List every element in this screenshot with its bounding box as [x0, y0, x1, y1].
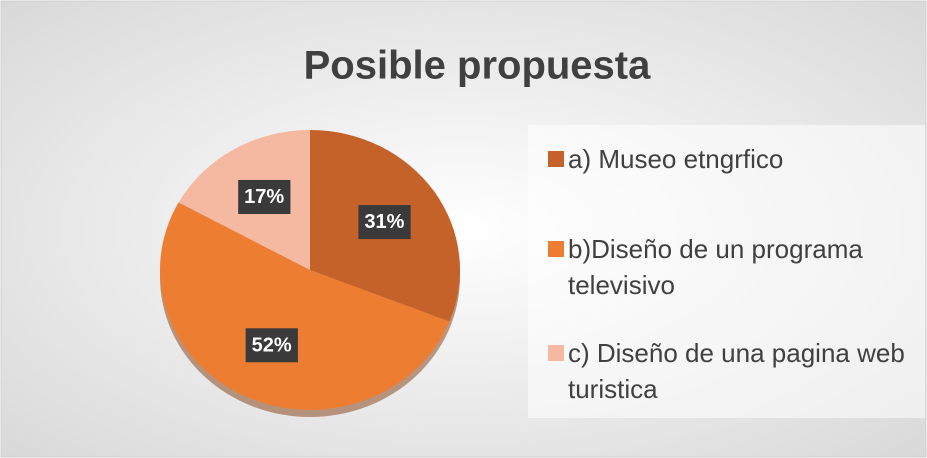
legend-swatch: [548, 151, 564, 167]
data-label: 31%: [364, 211, 404, 233]
legend-item: a) Museo etngrfico: [548, 141, 918, 177]
data-labels: 31% 52% 17%: [238, 179, 411, 363]
legend-label: c) Diseño de una pagina web turistica: [568, 338, 905, 404]
data-label: 17%: [244, 186, 284, 208]
data-label-box: [358, 205, 411, 240]
data-label: 52%: [252, 334, 292, 356]
legend: a) Museo etngrfico b)Diseño de un program…: [528, 125, 925, 418]
legend-label: a) Museo etngrfico: [568, 144, 784, 174]
legend-swatch: [548, 241, 564, 257]
legend-item: b)Diseño de un programa televisivo: [548, 231, 918, 303]
legend-item: c) Diseño de una pagina web turistica: [548, 335, 918, 407]
pie: [159, 130, 460, 411]
legend-swatch: [548, 345, 564, 361]
legend-label: b)Diseño de un programa televisivo: [568, 234, 863, 300]
chart-title: Posible propuesta: [304, 44, 651, 88]
data-label-box: [245, 328, 298, 363]
pie-slice: [159, 202, 450, 411]
data-label-box: [238, 179, 291, 214]
